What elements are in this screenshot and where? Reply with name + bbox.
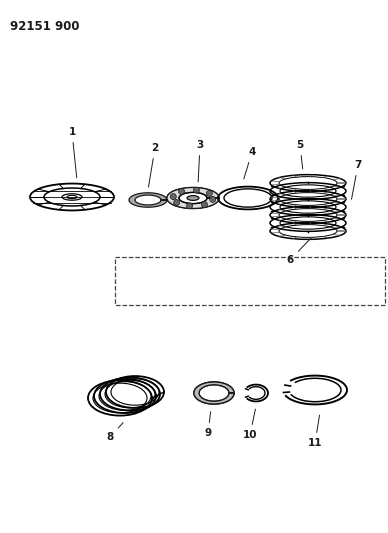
Circle shape — [201, 201, 208, 207]
Text: 2: 2 — [149, 143, 159, 187]
Circle shape — [194, 187, 199, 193]
Text: 7: 7 — [352, 160, 362, 199]
Text: 92151 900: 92151 900 — [10, 20, 80, 33]
Polygon shape — [194, 382, 234, 404]
Text: 11: 11 — [308, 415, 322, 448]
Circle shape — [206, 190, 212, 197]
Text: 8: 8 — [106, 423, 123, 442]
Text: 3: 3 — [196, 140, 204, 182]
Text: 6: 6 — [286, 238, 311, 265]
Circle shape — [178, 189, 185, 195]
Text: 5: 5 — [296, 140, 304, 169]
Text: 1: 1 — [68, 127, 77, 178]
Text: 9: 9 — [204, 412, 211, 438]
Polygon shape — [167, 188, 219, 208]
Text: 10: 10 — [243, 409, 257, 440]
Polygon shape — [129, 193, 167, 207]
Bar — [115, 257, 385, 305]
Text: 4: 4 — [244, 147, 256, 179]
Circle shape — [173, 199, 180, 206]
Circle shape — [187, 203, 192, 209]
Ellipse shape — [187, 196, 199, 200]
Circle shape — [170, 193, 176, 200]
Circle shape — [210, 196, 216, 203]
